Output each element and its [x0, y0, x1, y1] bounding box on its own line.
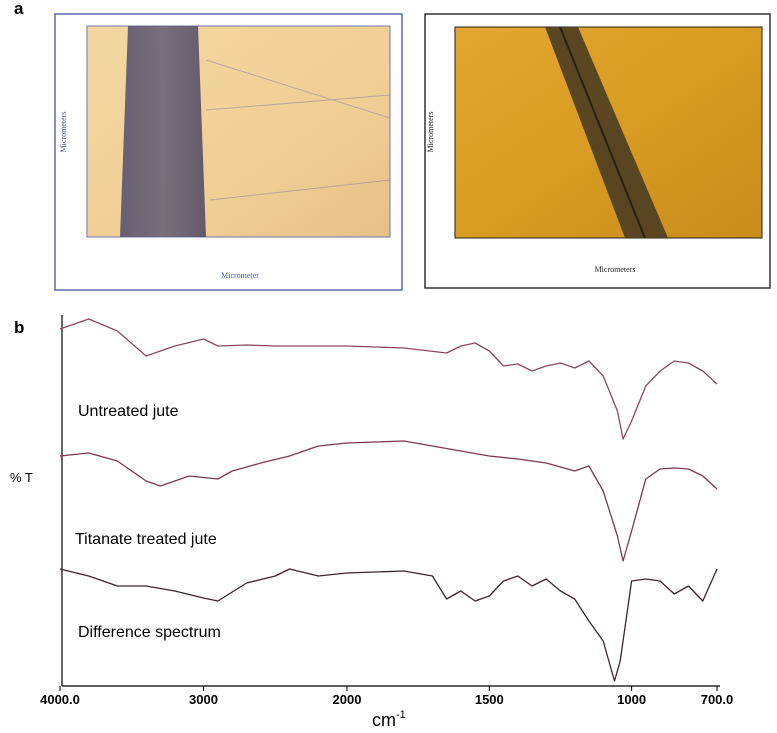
fiber — [545, 27, 668, 238]
x-axis-unit-exponent: -1 — [396, 709, 406, 721]
spectrum-line — [59, 318, 718, 440]
x-axis-label: cm-1 — [372, 709, 406, 730]
fiber — [120, 26, 206, 237]
x-tick-label: 1500 — [475, 692, 504, 707]
series-label: Untreated jute — [78, 403, 179, 420]
panel-label: a — [14, 0, 24, 18]
x-tick-label: 2000 — [333, 692, 362, 707]
x-axis-unit: cm — [372, 710, 396, 730]
image-axis-label: Micrometers — [595, 265, 636, 274]
texture — [205, 59, 391, 201]
image-axis-label: Micrometer — [221, 271, 259, 280]
x-tick-label: 3000 — [189, 692, 218, 707]
series-label: Difference spectrum — [78, 624, 221, 641]
series-label: Titanate treated jute — [75, 531, 217, 548]
x-tick-label: 1000 — [617, 692, 646, 707]
image-axis-label: Micrometers — [59, 112, 68, 153]
spectrum-line — [59, 568, 718, 682]
texture — [559, 26, 646, 239]
panel-label: b — [14, 318, 24, 337]
x-tick-label: 700.0 — [701, 692, 734, 707]
y-axis-label: % T — [10, 470, 33, 485]
x-tick-label: 4000.0 — [40, 692, 80, 707]
spectrum-line — [59, 440, 718, 562]
image-axis-label: Micrometers — [426, 112, 435, 153]
